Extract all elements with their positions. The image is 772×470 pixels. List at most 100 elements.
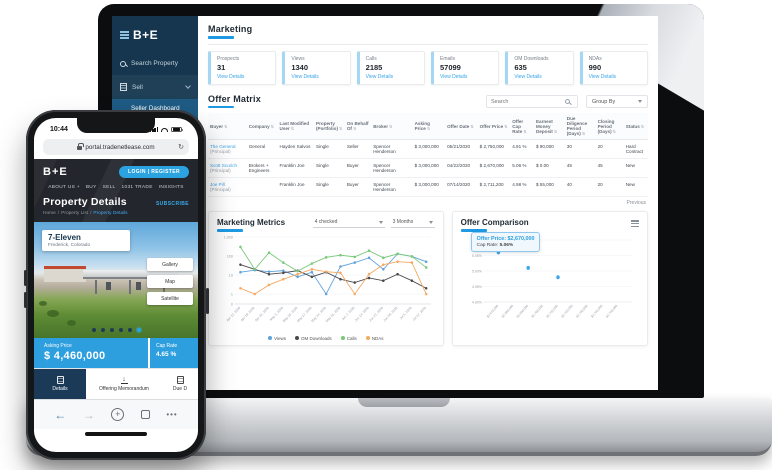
carousel-dot[interactable]: [127, 328, 132, 332]
column-header[interactable]: Earnest Money Deposit⇅: [533, 113, 565, 140]
sidebar-item-sell[interactable]: Sell: [112, 75, 198, 99]
sidebar-item-search-property[interactable]: Search Property: [112, 52, 198, 75]
column-header[interactable]: Broker⇅: [371, 113, 413, 140]
legend-label: Views: [274, 335, 286, 341]
offer-comparison-chart[interactable]: 5.10%5.05%5.00%4.95%4.90%$2,670,000$2,68…: [461, 232, 639, 336]
group-by-select[interactable]: Group By: [586, 95, 648, 108]
legend-item[interactable]: NDAs: [365, 335, 384, 341]
phone-notch: [77, 118, 155, 133]
svg-text:4.95%: 4.95%: [472, 284, 482, 288]
column-header[interactable]: Asking Price⇅: [412, 113, 446, 140]
caret-down-icon: [378, 220, 383, 224]
column-header[interactable]: Closing Period (Days)⇅: [595, 113, 624, 140]
stat-value: 2185: [365, 63, 383, 72]
chart-menu-icon[interactable]: [631, 218, 639, 228]
satellite-button[interactable]: Satellite: [147, 292, 193, 305]
chart-legend: Views OM Downloads Calls NDAs: [217, 336, 435, 341]
nav-item-sell[interactable]: SELL: [102, 185, 116, 190]
table-cell: The General (Principal): [208, 139, 247, 159]
sort-icon: ⇅: [352, 126, 357, 131]
view-details-link[interactable]: View Details: [365, 73, 394, 80]
legend-label: NDAs: [371, 335, 384, 341]
column-header[interactable]: Last Modified User⇅: [277, 113, 315, 140]
column-label: Status: [625, 123, 640, 129]
view-details-link[interactable]: View Details: [217, 73, 245, 80]
column-header[interactable]: Company⇅: [246, 113, 278, 140]
column-header[interactable]: Buyer⇅: [208, 113, 247, 140]
carousel-dot[interactable]: [118, 328, 123, 332]
pagination-previous[interactable]: Previous: [626, 200, 646, 206]
buyer-link[interactable]: The General: [210, 144, 236, 149]
map-button[interactable]: Map: [147, 275, 193, 288]
menu-icon[interactable]: [120, 30, 129, 41]
stat-label: OM Downloads: [514, 55, 549, 62]
svg-text:Jun 7, 2020: Jun 7, 2020: [341, 305, 356, 321]
table-body: The General (Principal) General Hayden Salv…: [208, 139, 648, 197]
search-input[interactable]: [491, 98, 565, 105]
svg-text:5.05%: 5.05%: [472, 253, 482, 257]
date-range-select[interactable]: 3 Months: [390, 218, 435, 228]
legend-item[interactable]: OM Downloads: [295, 336, 332, 341]
carousel-dot[interactable]: [91, 328, 96, 332]
offer-matrix-table: Buyer⇅ Company⇅ Last Modified User⇅ Propert…: [208, 113, 648, 197]
table-cell: $ 3,000,000: [412, 139, 446, 159]
offer-search[interactable]: [486, 95, 578, 108]
forward-button[interactable]: →: [82, 407, 95, 422]
property-label-card: 7-Eleven Frederick, Colorado: [42, 230, 130, 251]
stat-card: Emails 57099 View Details: [430, 50, 500, 85]
view-details-link[interactable]: View Details: [439, 73, 468, 80]
nav-item-about-us[interactable]: ABOUT US +: [48, 185, 80, 190]
address-field[interactable]: portal.tradenetlease.com ↻: [43, 139, 189, 155]
carousel-dot[interactable]: [100, 328, 105, 332]
offer-matrix-title: Offer Matrix: [208, 93, 261, 104]
table-row: Scott Scurich (Principal) Brokers + Engine…: [208, 158, 648, 178]
nav-item-buy[interactable]: BUY: [85, 185, 97, 190]
legend-item[interactable]: Views: [268, 336, 286, 341]
login-register-button[interactable]: LOGIN | REGISTER: [119, 166, 189, 178]
carousel-dot[interactable]: [109, 328, 114, 332]
buyer-link[interactable]: Scott Scurich: [210, 163, 238, 168]
nav-item-1031-trade[interactable]: 1031 TRADE: [121, 185, 153, 190]
clock: 10:44: [50, 126, 68, 133]
breadcrumb: Home / Property List / Property Details: [43, 211, 128, 216]
tab-offering-memorandum[interactable]: ↓ Offering Memorandum: [99, 375, 149, 393]
column-header[interactable]: Offer Cap Rate⇅: [510, 113, 534, 140]
tab-due-diligence[interactable]: Due D: [162, 369, 198, 399]
column-header[interactable]: Offer Date⇅: [445, 113, 478, 140]
column-header[interactable]: Status⇅: [623, 113, 648, 140]
more-button[interactable]: •••: [166, 410, 178, 419]
column-header[interactable]: Offer Price⇅: [477, 113, 511, 140]
view-details-link[interactable]: View Details: [588, 73, 617, 80]
new-tab-button[interactable]: +: [111, 408, 125, 421]
reload-icon[interactable]: ↻: [178, 144, 184, 151]
view-details-link[interactable]: View Details: [514, 73, 542, 80]
tabs-button[interactable]: [140, 410, 150, 419]
view-details-link[interactable]: View Details: [291, 73, 319, 80]
carousel-dot[interactable]: [136, 328, 141, 332]
table-cell: $ 0.00: [533, 158, 565, 178]
table-cell: 07/14/2020: [445, 177, 478, 197]
buyer-link[interactable]: Joe Pill: [210, 182, 225, 187]
gallery-button[interactable]: Gallery: [147, 258, 193, 271]
home-indicator: [34, 429, 198, 439]
nav-item-insights[interactable]: INSIGHTS: [158, 185, 184, 190]
svg-text:Apr 26, 2020: Apr 26, 2020: [254, 305, 270, 322]
dashboard-main: Marketing Prospects 31 View Details Views 13…: [198, 16, 658, 390]
back-button[interactable]: ←: [54, 407, 67, 422]
tab-details[interactable]: Details: [34, 369, 86, 399]
lock-icon: [77, 143, 84, 150]
series-filter-select[interactable]: 4 checked: [312, 218, 385, 228]
column-header[interactable]: Property (Portfolio)⇅: [314, 113, 345, 140]
price-banner: Asking Price $ 4,460,000 Cap Rate 4.65 %: [34, 338, 198, 368]
table-cell: $ 90,000: [533, 139, 565, 159]
table-cell: 45: [564, 158, 596, 178]
stat-card: Views 1340 View Details: [282, 50, 351, 85]
volume-up-button: [23, 270, 27, 286]
column-header[interactable]: On Behalf Of⇅: [344, 113, 372, 140]
legend-item[interactable]: Calls: [340, 336, 357, 341]
subscribe-link[interactable]: SUBSCRIBE: [155, 201, 189, 207]
svg-text:$2,700,000: $2,700,000: [530, 303, 543, 318]
landscaping: [38, 300, 47, 306]
column-header[interactable]: Due Diligence Period (Days)⇅: [564, 113, 596, 140]
